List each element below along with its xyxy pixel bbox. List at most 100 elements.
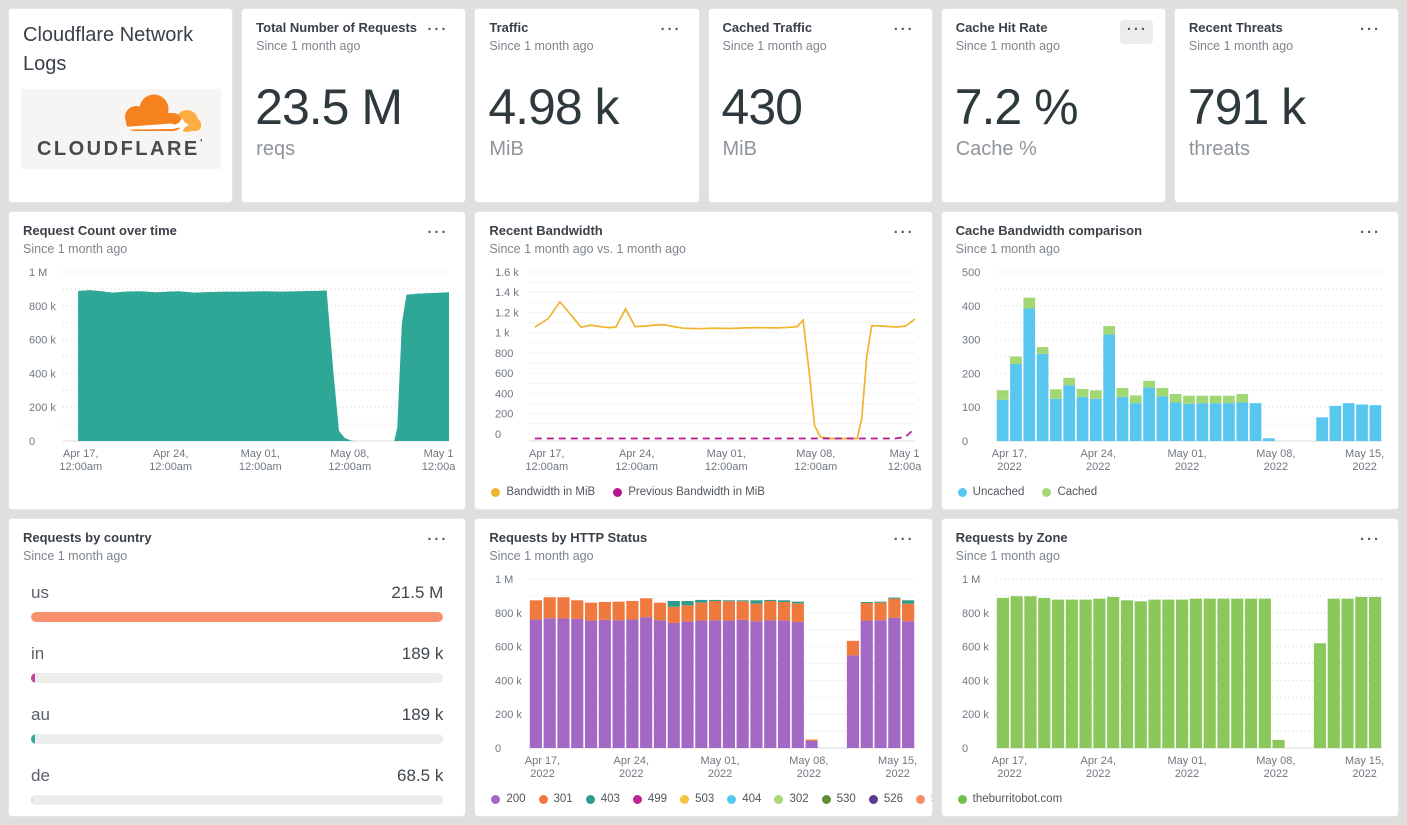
legend-item[interactable]: 302 <box>774 793 809 805</box>
panel-cached-traffic: Cached Traffic Since 1 month ago ··· 430… <box>707 8 933 203</box>
svg-text:400 k: 400 k <box>29 368 56 380</box>
panel-subtitle: Since 1 month ago <box>489 549 594 563</box>
legend-label: 404 <box>742 793 762 805</box>
country-row-in: in 189 k <box>31 644 444 683</box>
legend-dot-icon <box>680 794 690 804</box>
panel-menu-button[interactable]: ··· <box>893 224 915 241</box>
panel-subtitle: Since 1 month ago <box>1188 39 1294 53</box>
legend-label: theburritobot.com <box>972 793 1063 805</box>
svg-text:200 k: 200 k <box>29 402 56 414</box>
svg-text:600 k: 600 k <box>29 335 56 347</box>
legend-item[interactable]: 403 <box>585 793 620 805</box>
stat-value: 23.5 M <box>255 79 403 135</box>
panel-requests-by-country: Requests by country Since 1 month ago ··… <box>8 518 467 817</box>
svg-text:400: 400 <box>962 301 980 313</box>
panel-title: Cache Hit Rate <box>955 20 1048 35</box>
svg-text:May 15,2022: May 15, 2022 <box>1345 755 1384 780</box>
legend-item[interactable]: 200 <box>491 793 526 805</box>
cache-bandwidth-chart: 500 400 300 200 100 0 Apr 17, 2022 Apr 24, 2022 Ma… <box>950 264 1390 479</box>
svg-text:May 112:00a: May 1 12:00a <box>422 448 457 473</box>
panel-menu-button[interactable]: ··· <box>893 21 915 38</box>
panel-title: Traffic <box>489 20 529 35</box>
legend-item[interactable]: 524 <box>916 793 932 805</box>
legend-item[interactable]: 503 <box>680 793 714 805</box>
legend-item[interactable]: Bandwidth in MiB <box>491 486 595 498</box>
cloudflare-wordmark: CLOUDFLARE’ <box>36 138 206 160</box>
panel-subtitle: Since 1 month ago <box>955 549 1060 563</box>
legend-label: 302 <box>789 793 809 805</box>
panel-menu-button[interactable]: ··· <box>1119 20 1153 44</box>
dashboard-title: Cloudflare Network Logs <box>23 24 194 75</box>
country-row-de: de 68.5 k <box>31 766 444 805</box>
legend-label: Previous Bandwidth in MiB <box>628 486 765 498</box>
panel-menu-button[interactable]: ··· <box>427 21 449 38</box>
svg-text:600 k: 600 k <box>495 642 522 654</box>
legend-item[interactable]: 499 <box>632 793 667 805</box>
legend-item[interactable]: 301 <box>538 793 573 805</box>
country-bar-fill <box>31 734 35 744</box>
legend-item[interactable]: Cached <box>1042 486 1097 498</box>
chart-legend: Uncached Cached <box>957 486 1097 498</box>
charts-row-2: Requests by country Since 1 month ago ··… <box>8 518 1399 817</box>
country-bar-track <box>31 795 444 805</box>
svg-text:600 k: 600 k <box>962 642 989 654</box>
charts-row-1: Request Count over time Since 1 month ag… <box>8 211 1399 510</box>
legend-label: 503 <box>695 793 715 805</box>
stat-unit: MiB <box>722 137 757 160</box>
svg-text:0: 0 <box>495 429 501 441</box>
svg-text:200 k: 200 k <box>962 709 989 721</box>
legend-dot-icon <box>491 794 501 804</box>
panel-menu-button[interactable]: ··· <box>893 531 915 548</box>
legend-item[interactable]: 526 <box>868 793 903 805</box>
request-count-chart: 1 M 800 k 600 k 400 k 200 k 0 Apr 17, 12:00am Ap… <box>17 264 457 479</box>
svg-text:Apr 24,12:00am: Apr 24, 12:00am <box>149 448 192 473</box>
svg-text:May 112:00a: May 1 12:00a <box>888 448 923 473</box>
svg-text:May 01,12:00am: May 01, 12:00am <box>239 448 282 473</box>
svg-text:800 k: 800 k <box>495 608 522 620</box>
stats-row: Cloudflare Network Logs CLOUDFLARE’ Tota… <box>8 8 1400 203</box>
svg-text:Apr 24,12:00am: Apr 24, 12:00am <box>616 448 659 473</box>
panel-cache-bandwidth: Cache Bandwidth comparison Since 1 month… <box>940 211 1399 510</box>
panel-menu-button[interactable]: ··· <box>427 531 449 548</box>
svg-text:400: 400 <box>495 388 513 400</box>
legend-item[interactable]: Previous Bandwidth in MiB <box>613 486 765 498</box>
legend-label: Cached <box>1057 486 1098 498</box>
svg-text:200: 200 <box>495 409 513 421</box>
svg-text:Apr 24,2022: Apr 24, 2022 <box>614 755 649 780</box>
legend-dot-icon <box>821 794 831 804</box>
svg-text:600: 600 <box>495 368 513 380</box>
svg-text:May 08,2022: May 08, 2022 <box>1256 448 1295 473</box>
svg-text:May 08,12:00am: May 08, 12:00am <box>795 448 838 473</box>
stat-value: 4.98 k <box>488 79 619 135</box>
country-bar-fill <box>31 673 35 683</box>
panel-menu-button[interactable]: ··· <box>660 21 682 38</box>
legend-label: 200 <box>506 793 526 805</box>
cloudflare-logo: CLOUDFLARE’ <box>21 89 221 169</box>
panel-menu-button[interactable]: ··· <box>1360 21 1382 38</box>
svg-text:200 k: 200 k <box>495 709 522 721</box>
stat-unit: Cache % <box>955 137 1037 160</box>
country-bar-fill <box>31 612 444 622</box>
panel-menu-button[interactable]: ··· <box>1359 224 1381 241</box>
legend-item[interactable]: 404 <box>727 793 761 805</box>
legend-item[interactable]: theburritobot.com <box>957 793 1063 805</box>
legend-label: 524 <box>931 793 932 805</box>
panel-title: Recent Threats <box>1188 20 1283 35</box>
svg-text:May 08,2022: May 08, 2022 <box>790 755 829 780</box>
svg-text:800 k: 800 k <box>962 608 989 620</box>
svg-text:Apr 24,2022: Apr 24, 2022 <box>1080 755 1115 780</box>
panel-subtitle: Since 1 month ago <box>23 549 128 563</box>
panel-menu-button[interactable]: ··· <box>427 224 449 241</box>
svg-text:May 08,12:00am: May 08, 12:00am <box>328 448 371 473</box>
legend-item[interactable]: Uncached <box>957 486 1024 498</box>
svg-text:200: 200 <box>962 368 980 380</box>
svg-text:0: 0 <box>962 743 968 755</box>
svg-text:1 M: 1 M <box>962 574 980 586</box>
panel-menu-button[interactable]: ··· <box>1359 531 1381 548</box>
legend-item[interactable]: 530 <box>821 793 856 805</box>
svg-text:1 M: 1 M <box>495 574 513 586</box>
legend-label: 530 <box>836 793 856 805</box>
panel-subtitle: Since 1 month ago vs. 1 month ago <box>489 242 686 256</box>
panel-header: Cloudflare Network Logs CLOUDFLARE’ <box>8 8 234 203</box>
